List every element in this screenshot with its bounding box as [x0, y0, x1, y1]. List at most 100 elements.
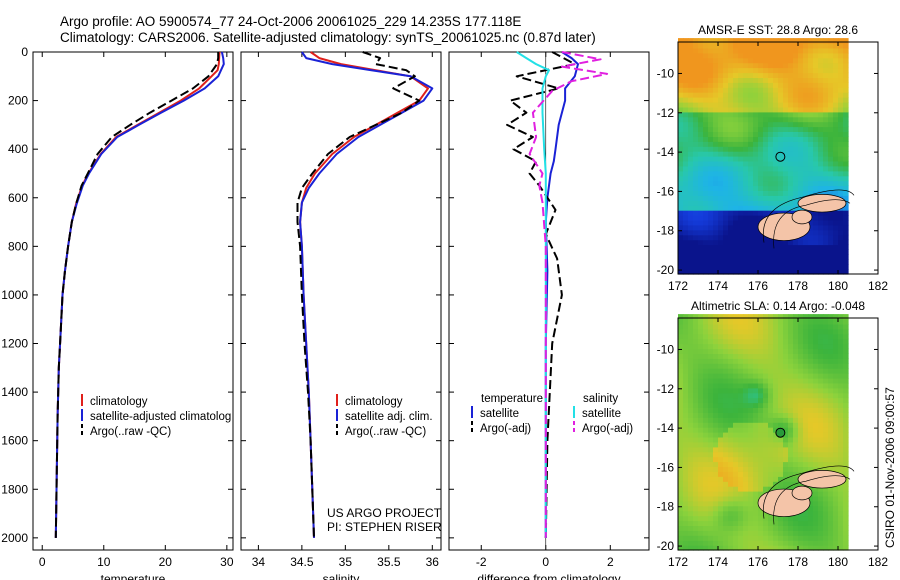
heatmap-cell	[768, 353, 774, 359]
heatmap-cell	[738, 436, 744, 443]
heatmap-cell	[733, 160, 739, 167]
heatmap-cell	[723, 57, 729, 64]
heatmap-cell	[813, 446, 819, 453]
heatmap-cell	[753, 495, 759, 502]
heatmap-cell	[698, 392, 704, 399]
heatmap-cell	[833, 67, 839, 74]
heatmap-cell	[843, 461, 849, 467]
heatmap-cell	[773, 254, 779, 260]
heatmap-cell	[688, 343, 694, 350]
heatmap-cell	[733, 254, 739, 260]
heatmap-cell	[763, 446, 769, 453]
heatmap-cell	[713, 102, 719, 108]
heatmap-cell	[808, 116, 814, 123]
heatmap-cell	[818, 432, 824, 438]
heatmap-cell	[828, 146, 834, 152]
heatmap-cell	[703, 156, 709, 162]
heatmap-cell	[843, 451, 849, 458]
heatmap-cell	[753, 466, 759, 472]
heatmap-cell	[733, 486, 739, 492]
heatmap-cell	[808, 269, 814, 275]
heatmap-cell	[808, 264, 814, 270]
heatmap-cell	[788, 417, 794, 423]
heatmap-cell	[723, 323, 729, 330]
heatmap-cell	[738, 510, 744, 517]
heatmap-cell	[813, 500, 819, 507]
heatmap-cell	[823, 373, 829, 379]
heatmap-cell	[733, 67, 739, 74]
heatmap-cell	[788, 121, 794, 128]
heatmap-cell	[683, 363, 689, 369]
heatmap-cell	[758, 471, 764, 477]
heatmap-cell	[813, 451, 819, 458]
heatmap-cell	[798, 461, 804, 467]
heatmap-cell	[788, 57, 794, 64]
heatmap-cell	[828, 446, 834, 453]
y-tick-label: -16	[657, 460, 675, 474]
heatmap-cell	[698, 397, 704, 404]
heatmap-cell	[703, 368, 709, 374]
heatmap-cell	[738, 205, 744, 211]
heatmap-cell	[718, 530, 724, 536]
heatmap-cell	[813, 111, 819, 118]
heatmap-cell	[718, 319, 724, 325]
heatmap-cell	[738, 111, 744, 118]
heatmap-cell	[743, 348, 749, 354]
heatmap-cell	[718, 254, 724, 260]
heatmap-cell	[708, 77, 714, 83]
heatmap-cell	[743, 102, 749, 108]
heatmap-cell	[708, 62, 714, 69]
heatmap-cell	[718, 52, 724, 59]
heatmap-cell	[693, 382, 699, 389]
heatmap-cell	[773, 160, 779, 167]
heatmap-cell	[778, 269, 784, 275]
heatmap-cell	[708, 451, 714, 458]
legend-heading-temperature: temperature	[481, 393, 543, 405]
heatmap-cell	[688, 432, 694, 438]
heatmap-cell	[683, 57, 689, 64]
heatmap-cell	[798, 373, 804, 379]
heatmap-cell	[803, 170, 809, 177]
heatmap-cell	[763, 43, 769, 49]
heatmap-cell	[683, 378, 689, 384]
heatmap-cell	[808, 43, 814, 49]
x-tick-label: 172	[668, 279, 688, 293]
heatmap-cell	[743, 338, 749, 345]
heatmap-cell	[833, 77, 839, 83]
heatmap-cell	[793, 264, 799, 270]
heatmap-cell	[738, 348, 744, 354]
heatmap-cell	[753, 461, 759, 467]
heatmap-cell	[828, 62, 834, 69]
heatmap-cell	[768, 190, 774, 196]
heatmap-cell	[728, 160, 734, 167]
heatmap-cell	[768, 67, 774, 74]
heatmap-cell	[733, 259, 739, 265]
contour	[762, 465, 855, 519]
heatmap-cell	[683, 402, 689, 408]
heatmap-cell	[698, 185, 704, 191]
heatmap-cell	[738, 170, 744, 177]
heatmap-cell	[733, 422, 739, 428]
heatmap-cell	[698, 343, 704, 350]
heatmap-cell	[843, 224, 849, 231]
heatmap-cell	[803, 87, 809, 93]
heatmap-cell	[698, 471, 704, 477]
heatmap-cell	[808, 328, 814, 335]
heatmap-cell	[713, 151, 719, 157]
heatmap-cell	[843, 373, 849, 379]
heatmap-cell	[803, 82, 809, 88]
heatmap-cell	[838, 402, 844, 408]
heatmap-cell	[718, 451, 724, 458]
heatmap-cell	[828, 106, 834, 113]
heatmap-cell	[713, 378, 719, 384]
heatmap-cell	[808, 156, 814, 162]
heatmap-cell	[833, 87, 839, 93]
heatmap-cell	[693, 466, 699, 472]
heatmap-cell	[728, 259, 734, 265]
heatmap-cell	[833, 510, 839, 517]
heatmap-cell	[813, 170, 819, 177]
heatmap-cell	[683, 151, 689, 157]
heatmap-cell	[688, 353, 694, 359]
heatmap-cell	[708, 43, 714, 49]
island	[791, 209, 813, 225]
